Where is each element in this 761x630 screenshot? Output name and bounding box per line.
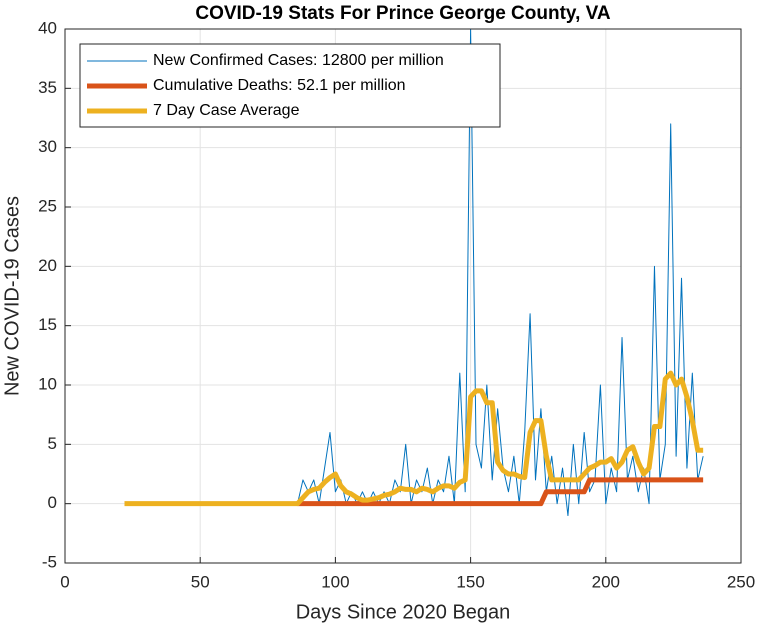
legend-label: New Confirmed Cases: 12800 per million	[153, 52, 444, 69]
legend-box	[79, 43, 501, 128]
series-line	[124, 370, 704, 507]
plot-lines	[124, 29, 704, 517]
chart-title: COVID-19 Stats For Prince George County,…	[195, 3, 611, 24]
y-tick-label: 15	[38, 315, 57, 334]
y-tick-label: 20	[38, 256, 57, 275]
x-tick-label: 200	[592, 572, 620, 591]
x-axis-label: Days Since 2020 Began	[296, 601, 511, 623]
y-tick-label: 30	[38, 137, 57, 156]
legend-label: Cumulative Deaths: 52.1 per million	[153, 77, 406, 94]
y-tick-label: -5	[42, 552, 57, 571]
x-tick-label: 50	[191, 572, 210, 591]
legend: New Confirmed Cases: 12800 per million Cu…	[79, 43, 501, 128]
y-tick-label: 10	[38, 374, 57, 393]
y-tick-label: 25	[38, 196, 57, 215]
series-line	[297, 477, 704, 507]
x-tick-label: 100	[321, 572, 349, 591]
y-tick-label: 35	[38, 78, 57, 97]
x-tick-label: 150	[456, 572, 484, 591]
x-tick-label: 0	[60, 572, 69, 591]
y-tick-label: 0	[48, 493, 57, 512]
y-axis-label: New COVID-19 Cases	[1, 196, 23, 396]
legend-label: 7 Day Case Average	[153, 102, 300, 119]
y-tick-label: 5	[48, 434, 57, 453]
y-tick-label: 40	[38, 18, 57, 37]
x-tick-label: 250	[727, 572, 755, 591]
axes-box	[64, 28, 742, 564]
